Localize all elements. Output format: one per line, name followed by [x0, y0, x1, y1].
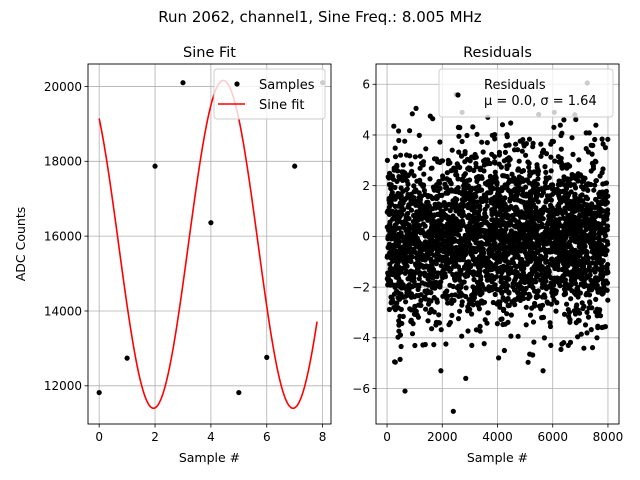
sine-fit-ylabel: ADC Counts — [13, 207, 28, 282]
residuals-y-tick-label: −6 — [352, 382, 370, 396]
sine-fit-y-tick-label: 18000 — [44, 155, 82, 169]
residuals-x-tick-label: 0 — [383, 430, 391, 444]
sine-fit-panel: Sine Fit 0 2 4 6 81200014000160001800020000 … — [13, 45, 332, 465]
residuals-x-tick-label: 4000 — [482, 430, 513, 444]
sample-point — [208, 220, 214, 226]
residuals-y-tick-label: 6 — [362, 78, 370, 92]
residuals-panel: Residuals 0 2000 4000 6000 8000 −6 −4 −2 0 2 4 6 Sa… — [352, 45, 623, 465]
legend-samples-marker — [234, 81, 240, 87]
sine-fit-legend: Samples Sine fit — [213, 68, 326, 120]
residuals-y-tick-label: 2 — [362, 179, 370, 193]
sine-fit-x-tick-label: 2 — [151, 430, 159, 444]
sine-fit-curve — [98, 79, 318, 410]
residuals-y-tick-label: 4 — [362, 128, 370, 142]
legend-samples-label: Samples — [259, 78, 315, 93]
sample-point — [96, 389, 102, 396]
residual-outlier-point — [540, 368, 546, 374]
residual-points-cloud — [384, 109, 611, 365]
residual-outlier-point — [501, 347, 508, 354]
residuals-x-tick-label: 2000 — [427, 430, 458, 444]
sine-fit-axes-frame — [87, 63, 332, 425]
sine-fit-x-tick-label: 0 — [95, 430, 103, 444]
sine-fit-x-tick-label: 8 — [319, 430, 327, 444]
legend-residuals-marker — [455, 92, 461, 98]
sample-point — [236, 389, 242, 396]
residuals-x-tick-label: 8000 — [593, 430, 624, 444]
legend-residuals-label: Residuals — [484, 78, 546, 93]
sine-fit-x-tick-label: 4 — [207, 430, 215, 444]
residual-outlier-point — [463, 375, 469, 381]
sample-point — [152, 163, 158, 169]
residuals-y-tick-label: −4 — [352, 331, 370, 345]
residuals-legend: Residuals μ = 0.0, σ = 1.64 — [438, 68, 614, 118]
sample-point — [180, 80, 186, 86]
sine-fit-xlabel: Sample # — [179, 450, 240, 465]
sine-fit-x-tick-label: 6 — [263, 430, 271, 444]
residuals-xlabel: Sample # — [467, 450, 528, 465]
sine-fit-y-tick-label: 20000 — [44, 80, 82, 94]
figure-suptitle: Run 2062, channel1, Sine Freq.: 8.005 MH… — [158, 8, 482, 26]
residual-outlier-point — [402, 388, 408, 394]
sample-point — [124, 355, 130, 361]
residual-outlier-point — [438, 368, 444, 374]
residual-outlier-point — [413, 105, 419, 111]
residuals-title: Residuals — [463, 45, 532, 61]
residuals-y-tick-label: 0 — [362, 230, 370, 244]
residuals-axes-frame — [375, 63, 620, 425]
residual-outlier-point — [450, 408, 456, 414]
legend-sine-fit-label: Sine fit — [259, 98, 305, 113]
sine-fit-title: Sine Fit — [183, 45, 236, 61]
residuals-y-tick-label: −2 — [352, 280, 370, 294]
residuals-x-tick-label: 6000 — [537, 430, 568, 444]
legend-residuals-stats: μ = 0.0, σ = 1.64 — [484, 94, 597, 109]
sample-point — [292, 163, 298, 169]
sample-point — [264, 354, 270, 360]
sine-fit-y-tick-label: 14000 — [44, 304, 82, 318]
sine-fit-y-tick-label: 12000 — [44, 379, 82, 393]
sine-fit-y-tick-label: 16000 — [44, 229, 82, 243]
